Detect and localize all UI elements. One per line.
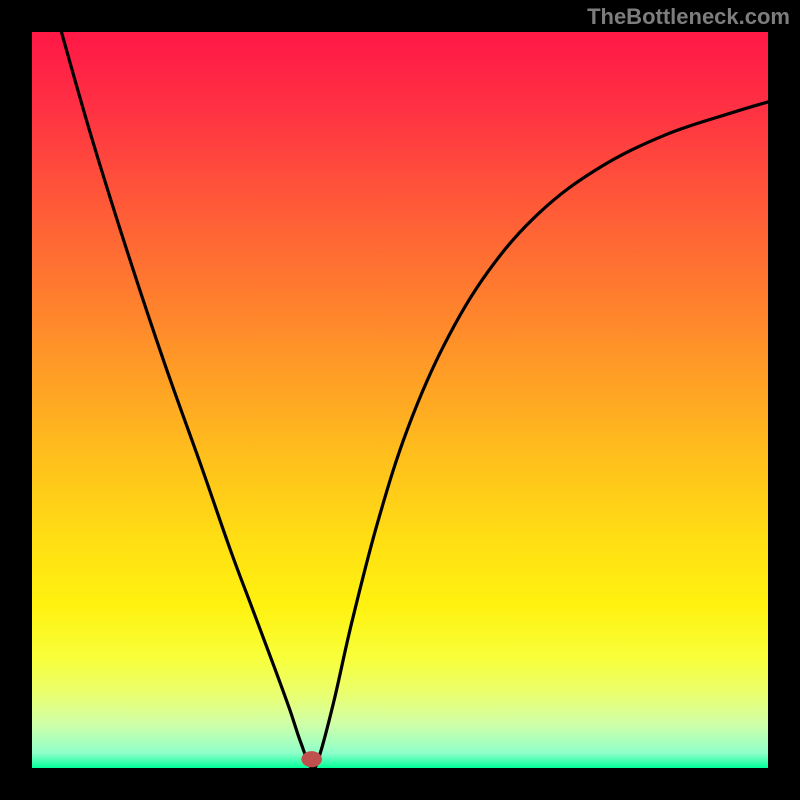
bottleneck-curve-chart bbox=[32, 32, 768, 768]
minimum-marker bbox=[301, 751, 322, 767]
bottleneck-curve bbox=[61, 32, 768, 768]
plot-area bbox=[32, 32, 768, 768]
watermark-text: TheBottleneck.com bbox=[587, 4, 790, 30]
